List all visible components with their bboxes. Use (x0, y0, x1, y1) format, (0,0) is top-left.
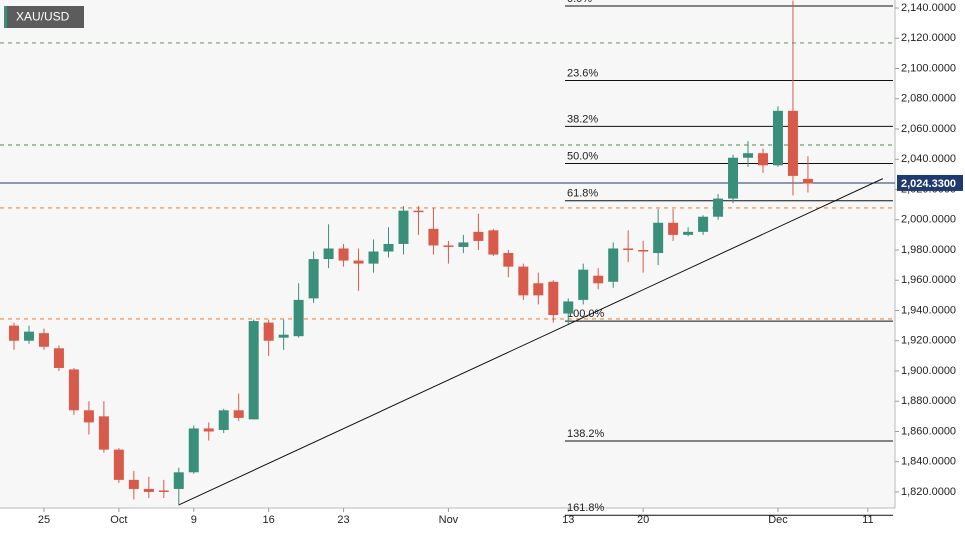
y-tick-label: 1,940.0000 (901, 304, 956, 316)
candle-body (743, 153, 754, 158)
fib-label: 138.2% (567, 428, 605, 440)
candle-body (353, 260, 364, 264)
fib-label: 38.2% (567, 113, 598, 125)
y-tick-label: 2,040.0000 (901, 153, 956, 165)
candle-body (188, 428, 199, 473)
candle-body (623, 248, 634, 250)
candle-body (503, 253, 514, 267)
x-tick-label: 20 (637, 514, 649, 526)
y-tick-label: 2,000.0000 (901, 214, 956, 226)
candle-body (608, 248, 619, 282)
candle-body (458, 242, 469, 247)
y-tick-label: 2,120.0000 (901, 32, 956, 44)
candle-body (368, 251, 379, 264)
candle-body (53, 348, 64, 368)
x-tick-label: 11 (862, 514, 873, 526)
y-tick-label: 2,140.0000 (901, 2, 956, 14)
candle-body (68, 369, 79, 411)
candle-body (728, 157, 739, 199)
y-tick-label: 1,900.0000 (901, 365, 956, 377)
candle-body (278, 334, 289, 338)
candle-body (548, 281, 559, 316)
y-tick-label: 1,860.0000 (901, 425, 956, 437)
fib-label: 0.0% (567, 0, 592, 5)
candle-body (787, 110, 798, 176)
candle-body (38, 333, 49, 347)
x-tick-label: Oct (110, 514, 127, 526)
candle-body (593, 275, 604, 284)
plot-background (0, 0, 895, 508)
candle-body (128, 479, 139, 489)
candle-body (383, 243, 394, 252)
candle-body (143, 488, 154, 492)
candle-body (533, 283, 544, 296)
candle-body (308, 259, 319, 299)
x-tick-label: 13 (562, 514, 574, 526)
candle-body (443, 245, 454, 247)
fib-label: 50.0% (567, 150, 598, 162)
y-tick-label: 2,100.0000 (901, 62, 956, 74)
y-tick-label: 2,080.0000 (901, 93, 956, 105)
candle-body (398, 210, 409, 244)
candle-body (23, 331, 34, 341)
x-tick-label: 25 (38, 514, 50, 526)
candle-body (578, 269, 589, 300)
candle-body (263, 322, 274, 341)
candle-body (683, 231, 694, 235)
candle-body (248, 321, 259, 420)
x-tick-label: 23 (337, 514, 349, 526)
candle-body (203, 428, 214, 432)
candle-body (772, 110, 783, 166)
candle-body (338, 248, 349, 261)
legend-box (4, 6, 84, 28)
candle-body (9, 325, 19, 341)
candle-body (218, 410, 229, 430)
fib-label: 100.0% (567, 308, 605, 320)
candle-body (473, 231, 484, 241)
x-tick-label: 9 (191, 514, 197, 526)
y-tick-label: 1,920.0000 (901, 335, 956, 347)
candle-body (83, 410, 94, 423)
candle-body (638, 249, 649, 252)
legend-swatch (4, 6, 7, 28)
candle-body (428, 228, 439, 246)
y-tick-label: 1,960.0000 (901, 274, 956, 286)
y-tick-label: 2,060.0000 (901, 123, 956, 135)
last-price-label: 2,024.3300 (901, 178, 956, 190)
candle-body (758, 153, 768, 166)
candle-body (518, 266, 529, 296)
candle-body (98, 416, 109, 450)
candle-body (698, 216, 709, 232)
chart-title: XAU/USD (16, 10, 70, 24)
fib-label: 161.8% (567, 502, 605, 514)
candle-body (323, 248, 334, 260)
candle-body (158, 490, 169, 492)
candle-body (653, 222, 664, 254)
y-tick-label: 1,840.0000 (901, 456, 956, 468)
candle-body (488, 230, 499, 255)
y-tick-label: 1,820.0000 (901, 486, 956, 498)
x-tick-label: Dec (768, 514, 788, 526)
candle-body (563, 301, 574, 314)
candle-body (668, 222, 679, 235)
candle-body (293, 299, 304, 337)
last-price-tag (897, 174, 963, 191)
candle-body (173, 472, 184, 489)
candle-body (413, 210, 424, 213)
candle-body (113, 449, 124, 480)
x-tick-label: Nov (439, 514, 459, 526)
fib-label: 23.6% (567, 67, 598, 79)
fib-label: 61.8% (567, 188, 598, 200)
candle-body (713, 198, 724, 217)
y-tick-label: 1,980.0000 (901, 244, 956, 256)
x-tick-label: 16 (263, 514, 275, 526)
candle-body (233, 410, 244, 418)
y-tick-label: 1,880.0000 (901, 395, 956, 407)
trendline (178, 178, 884, 506)
candle-body (802, 178, 813, 184)
